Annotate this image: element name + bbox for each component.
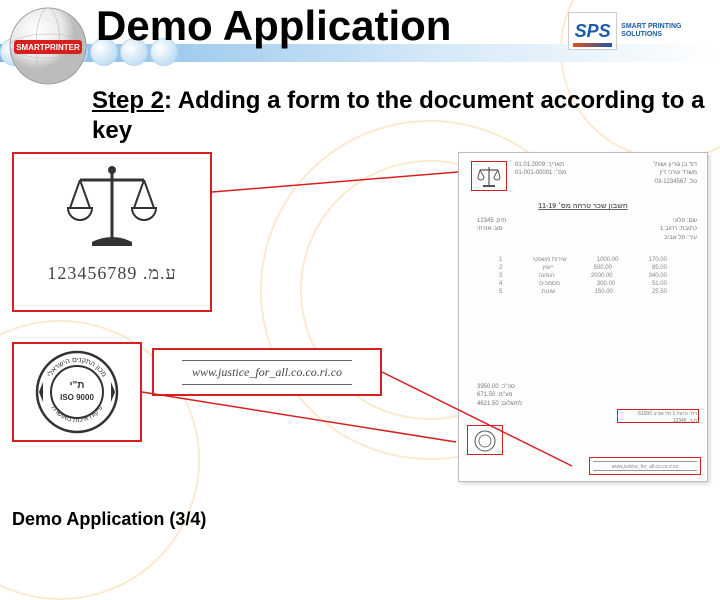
step-heading: Step 2: Adding a form to the document ac… bbox=[92, 86, 720, 146]
slide-footer: Demo Application (3/4) bbox=[12, 509, 206, 530]
sps-logo: SPS SMART PRINTING SOLUTIONS bbox=[568, 10, 708, 52]
footer-prefix: Demo Application bbox=[12, 509, 169, 529]
step-label: Step 2 bbox=[92, 87, 164, 114]
footer-counter: (3/4) bbox=[169, 509, 206, 529]
sps-mark: SPS bbox=[568, 12, 617, 50]
smartprinter-logo: SMARTPRINTER bbox=[6, 4, 90, 88]
connector-lines bbox=[12, 152, 708, 500]
svg-text:SMARTPRINTER: SMARTPRINTER bbox=[16, 43, 80, 52]
step-rest: : Adding a form to the document accordin… bbox=[92, 87, 704, 144]
page-title: Demo Application bbox=[96, 2, 451, 50]
sps-subtext: SMART PRINTING SOLUTIONS bbox=[621, 23, 708, 38]
